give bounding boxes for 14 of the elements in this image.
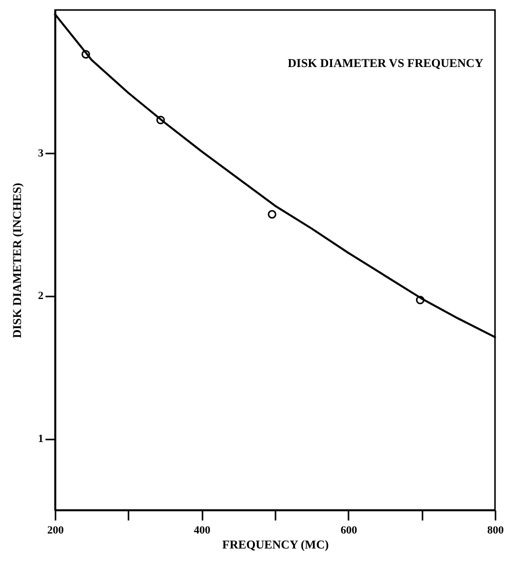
- point: [416, 296, 424, 304]
- x-tick-label: 400: [194, 524, 211, 536]
- x-axis-title: FREQUENCY (MC): [222, 538, 329, 552]
- point: [156, 116, 165, 124]
- y-tick-label: 2: [38, 290, 44, 302]
- x-tick-label: 600: [340, 524, 358, 536]
- point: [268, 210, 276, 219]
- y-axis-title: DISK DIAMETER (INCHES): [10, 182, 24, 338]
- x-tick-label: 800: [487, 524, 504, 536]
- text: DISK DIAMETER VS FREQUENCY: [288, 56, 484, 70]
- point: [82, 50, 90, 59]
- y-tick-label: 3: [38, 147, 44, 160]
- y-tick-label: 1: [38, 433, 44, 446]
- x-tick-label: 200: [47, 524, 64, 536]
